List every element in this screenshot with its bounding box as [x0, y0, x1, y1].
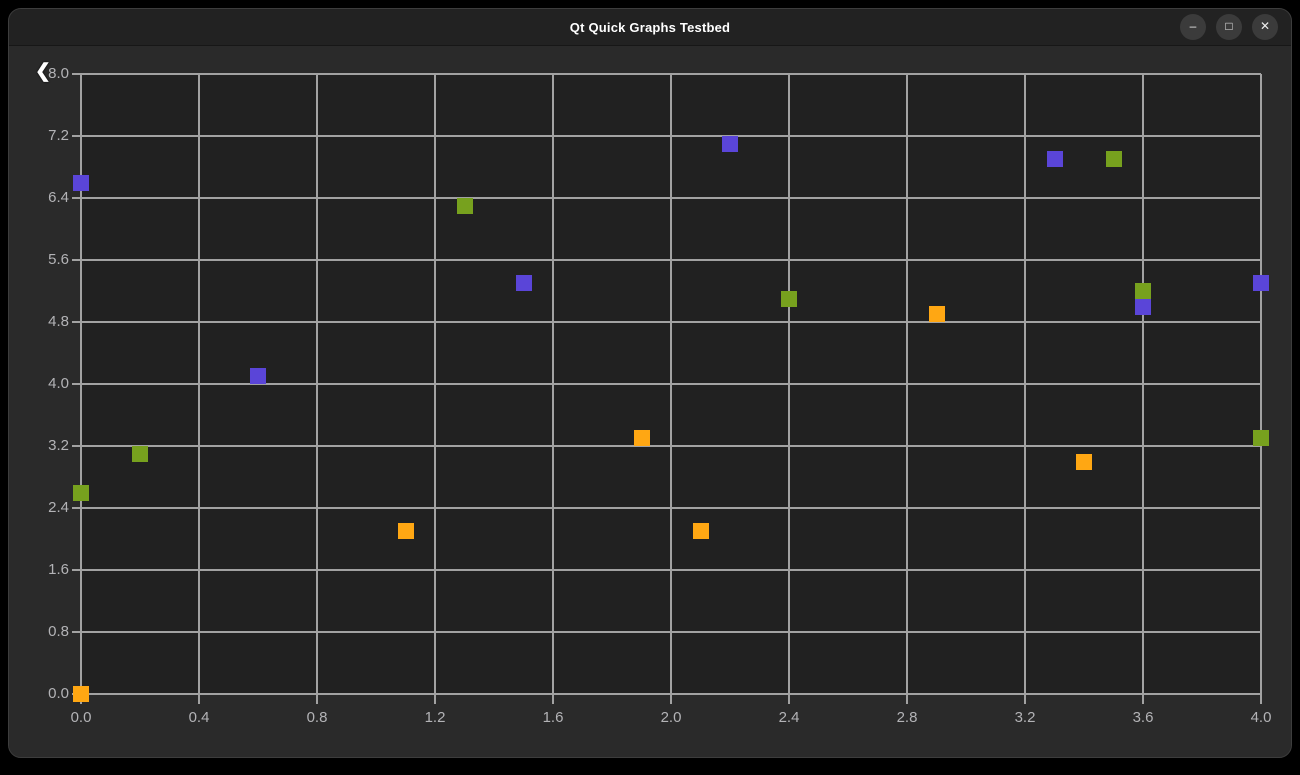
- x-gridline: [80, 74, 82, 704]
- y-tick-label: 6.4: [48, 189, 69, 206]
- scatter-series-purple-point: [1253, 275, 1269, 292]
- y-gridline: [72, 73, 1261, 75]
- y-gridline: [72, 321, 1261, 323]
- close-button[interactable]: ✕: [1252, 14, 1278, 40]
- x-tick-label: 2.0: [660, 709, 682, 726]
- maximize-icon: □: [1225, 19, 1233, 33]
- y-tick-label: 7.2: [48, 127, 69, 144]
- window-title: Qt Quick Graphs Testbed: [569, 19, 731, 35]
- x-gridline: [198, 74, 200, 704]
- scatter-series-orange-point: [692, 523, 709, 540]
- scatter-series-green-point: [456, 197, 473, 214]
- x-gridline: [1024, 74, 1026, 704]
- scatter-series-orange-point: [1076, 453, 1092, 470]
- x-tick-label: 3.6: [1132, 709, 1154, 726]
- x-tick-label: 0.8: [306, 709, 328, 726]
- y-tick-label: 0.0: [48, 685, 69, 702]
- scatter-series-purple-point: [515, 275, 532, 292]
- x-tick-label: 3.2: [1014, 709, 1036, 726]
- scatter-series-orange-point: [928, 306, 945, 323]
- y-gridline: [72, 445, 1261, 447]
- minimize-icon: –: [1189, 19, 1197, 33]
- scatter-series-purple-point: [1046, 151, 1063, 168]
- scatter-series-orange-point: [73, 686, 89, 702]
- y-gridline: [72, 507, 1261, 509]
- scatter-series-green-point: [1135, 283, 1151, 299]
- x-tick-label: 4.0: [1250, 709, 1272, 726]
- x-tick-label: 2.8: [896, 709, 918, 726]
- minimize-button[interactable]: –: [1180, 14, 1206, 40]
- x-tick-label: 0.0: [70, 709, 92, 726]
- x-gridline: [906, 74, 908, 704]
- scatter-series-purple-point: [73, 174, 89, 191]
- x-gridline: [1260, 74, 1262, 704]
- x-gridline: [1142, 74, 1144, 704]
- y-tick-label: 8.0: [48, 65, 69, 82]
- y-tick-label: 4.0: [48, 375, 69, 392]
- close-icon: ✕: [1259, 19, 1271, 33]
- scatter-series-purple-point: [722, 135, 738, 152]
- scatter-series-orange-point: [397, 523, 414, 540]
- x-tick-label: 0.4: [188, 709, 210, 726]
- y-tick-label: 3.2: [48, 437, 69, 454]
- x-gridline: [316, 74, 318, 704]
- y-tick-label: 0.8: [48, 623, 69, 640]
- y-gridline: [72, 693, 1261, 695]
- back-arrow-icon[interactable]: ❮: [35, 61, 51, 82]
- y-gridline: [72, 631, 1261, 633]
- scatter-series-green-point: [1105, 151, 1122, 168]
- scatter-series-purple-point: [1135, 298, 1151, 315]
- scatter-series-green-point: [781, 290, 797, 307]
- x-tick-label: 1.2: [424, 709, 446, 726]
- x-gridline: [434, 74, 436, 704]
- x-gridline: [788, 74, 790, 704]
- y-gridline: [72, 383, 1261, 385]
- x-tick-label: 1.6: [542, 709, 564, 726]
- y-gridline: [72, 569, 1261, 571]
- y-tick-label: 2.4: [48, 499, 69, 516]
- scatter-series-green-point: [73, 484, 89, 501]
- titlebar[interactable]: Qt Quick Graphs Testbed – □ ✕: [9, 9, 1291, 46]
- y-tick-label: 1.6: [48, 561, 69, 578]
- scatter-series-purple-point: [250, 368, 266, 385]
- x-tick-label: 2.4: [778, 709, 800, 726]
- chart-area: ❮ 0.0 0.4 0.8 1.2 1.6 2.0 2.4 2.8 3.2 3.6 4.0 0.0 0.…: [9, 46, 1291, 757]
- y-gridline: [72, 259, 1261, 261]
- app-window: Qt Quick Graphs Testbed – □ ✕ ❮ 0.0 0.4 0.…: [8, 8, 1292, 758]
- y-tick-label: 5.6: [48, 251, 69, 268]
- y-gridline: [72, 197, 1261, 199]
- x-gridline: [552, 74, 554, 704]
- scatter-plot[interactable]: [72, 73, 1269, 704]
- scatter-series-green-point: [132, 445, 148, 462]
- maximize-button[interactable]: □: [1216, 14, 1242, 40]
- x-gridline: [670, 74, 672, 704]
- y-tick-label: 4.8: [48, 313, 69, 330]
- scatter-series-green-point: [1253, 430, 1269, 447]
- scatter-series-orange-point: [633, 430, 650, 447]
- window-controls: – □ ✕: [1180, 14, 1278, 40]
- y-gridline: [72, 135, 1261, 137]
